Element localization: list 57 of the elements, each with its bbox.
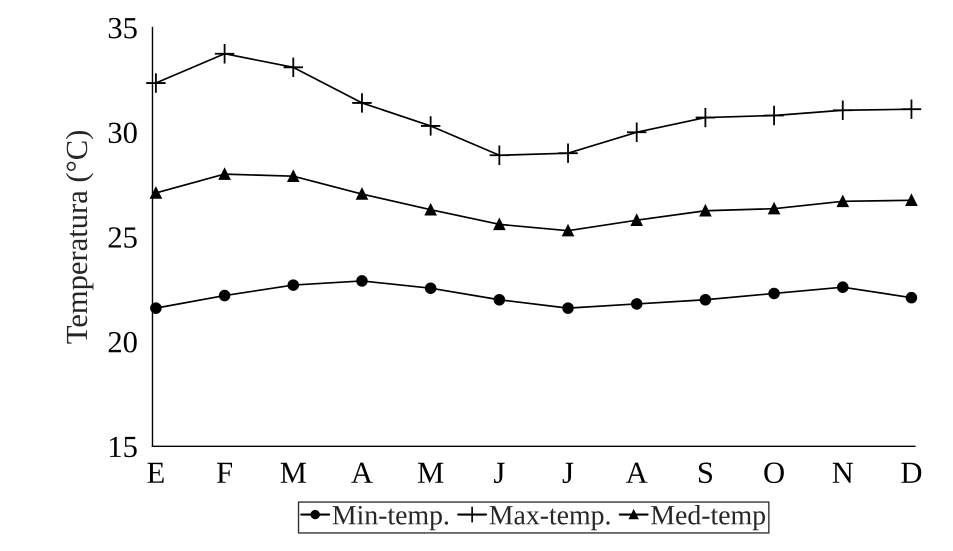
legend-label: Max-temp.	[490, 506, 610, 530]
x-tick-label: D	[901, 462, 922, 483]
point	[836, 281, 849, 293]
point	[288, 279, 300, 291]
point	[424, 204, 436, 216]
point	[356, 188, 368, 200]
y-tick-label: 35	[108, 18, 137, 38]
x-tick-label: M	[418, 462, 444, 483]
point	[832, 100, 854, 121]
point	[557, 142, 579, 164]
legend-label: Min-temp.	[332, 506, 448, 530]
point	[700, 294, 712, 306]
x-tick-label: J	[494, 462, 505, 484]
point	[288, 170, 300, 182]
y-tick-label: 30	[108, 122, 137, 144]
point	[630, 298, 642, 310]
x-tick-label: M	[280, 462, 306, 483]
point	[356, 275, 368, 287]
point	[150, 187, 162, 199]
legend-label: Med-temp	[651, 505, 765, 530]
point	[630, 214, 642, 226]
point	[351, 92, 373, 114]
x-tick-label: F	[216, 462, 232, 483]
point	[150, 302, 162, 314]
point	[906, 194, 918, 206]
point	[494, 218, 506, 230]
point	[494, 294, 506, 306]
point	[424, 282, 436, 294]
point	[768, 288, 780, 300]
point	[145, 72, 167, 94]
point	[420, 115, 442, 137]
point	[282, 56, 304, 78]
point	[488, 144, 510, 166]
point	[562, 302, 574, 314]
x-tick-label: N	[832, 462, 854, 483]
y-tick-label: 15	[110, 436, 137, 458]
point	[768, 202, 780, 214]
x-tick-label: E	[147, 462, 164, 483]
point	[700, 204, 712, 217]
point	[214, 43, 236, 64]
x-tick-label: O	[764, 462, 784, 484]
y-tick-label: 25	[108, 227, 137, 248]
y-tick-label: 20	[108, 332, 137, 353]
x-tick-label: A	[626, 462, 648, 483]
x-tick-label: A	[351, 462, 373, 483]
point	[562, 224, 574, 236]
x-tick-label: S	[698, 462, 712, 484]
point	[900, 98, 922, 120]
point	[626, 122, 648, 143]
point	[763, 104, 785, 126]
point	[694, 106, 716, 128]
y-axis-title: Temperatura (°C)	[66, 131, 94, 344]
point	[218, 290, 230, 302]
x-tick-label: J	[562, 462, 574, 484]
point	[836, 196, 849, 208]
point	[218, 168, 230, 180]
point	[906, 292, 918, 304]
